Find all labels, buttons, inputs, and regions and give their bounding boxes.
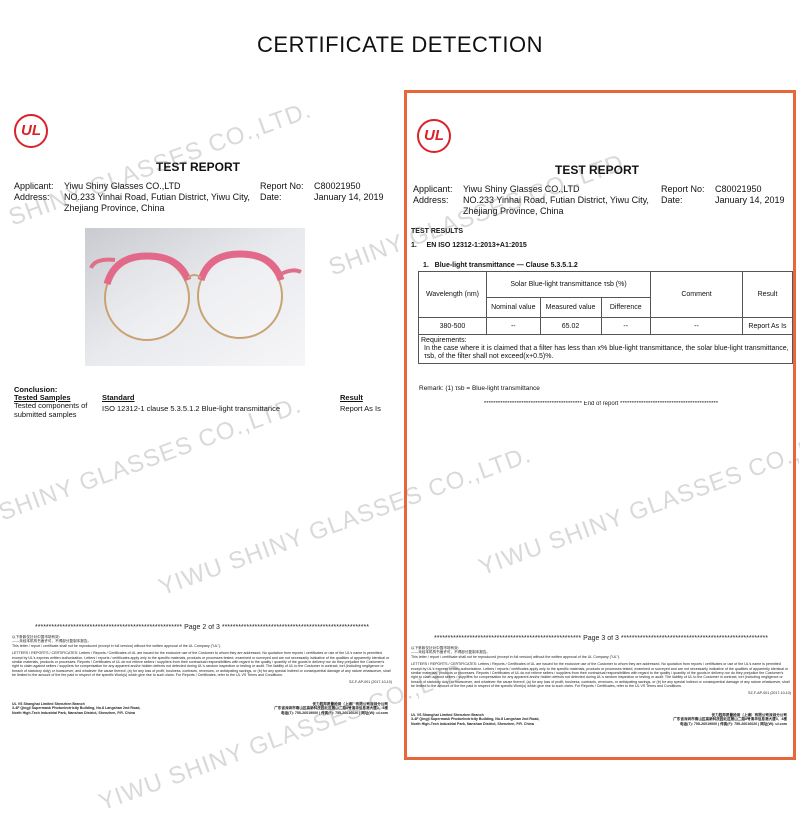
applicant-value: Yiwu Shiny Glasses CO.,LTD <box>64 181 181 191</box>
report-page-2: UL TEST REPORT Applicant: Address: Yiwu S… <box>8 90 398 760</box>
footer-address: UL VS Shanghai Limited Shenzhen Branch 3-… <box>411 713 540 726</box>
glasses-photo <box>85 228 305 366</box>
date-value: January 14, 2019 <box>715 195 785 205</box>
page-number: Page 2 of 3 <box>184 624 220 631</box>
requirements: Requirements: In the case where it is cla… <box>418 334 793 364</box>
report-no-label: Report No: <box>661 184 705 194</box>
report-no-value: C80021950 <box>715 184 762 194</box>
page-number: Page 3 of 3 <box>583 635 619 642</box>
test-results-label: TEST RESULTS <box>411 228 463 235</box>
footer-legal: 以下条款仅针对中国市场有效： ——未经本机构书面许可，不得部分复制本报告。 Th… <box>12 635 392 684</box>
ul-logo: UL <box>417 119 451 153</box>
table-row: 380-500 -- 65.02 -- -- Report As Is <box>418 317 793 335</box>
section-heading: 1. EN ISO 12312-1:2013+A1:2015 <box>411 242 527 249</box>
th-nominal: Nominal value <box>486 297 541 318</box>
col-tested-samples: Tested Samples <box>14 393 71 402</box>
report-title: TEST REPORT <box>555 163 640 177</box>
th-difference: Difference <box>600 297 652 318</box>
date-label: Date: <box>661 195 683 205</box>
subsection-heading: 1. Blue-light transmittance — Clause 5.3… <box>423 262 578 269</box>
address-label: Address: <box>14 192 50 202</box>
page-heading: CERTIFICATE DETECTION <box>257 32 543 57</box>
ul-logo: UL <box>14 114 48 148</box>
footer-legal: 以下条款仅针对中国市场有效： ——未经本机构书面许可，不得部分复制本报告。 Th… <box>411 646 791 695</box>
date-label: Date: <box>260 192 282 202</box>
report-page-3: UL TEST REPORT Applicant: Address: Yiwu S… <box>404 90 796 760</box>
address-label: Address: <box>413 195 449 205</box>
address-line1: NO.233 Yinhai Road, Futian District, Yiw… <box>463 195 649 205</box>
standard-value: ISO 12312-1 clause 5.3.5.1.2 Blue-light … <box>102 404 281 413</box>
th-comment: Comment <box>650 271 743 318</box>
applicant-label: Applicant: <box>413 184 453 194</box>
footer-address: UL VS Shanghai Limited Shenzhen Branch 3-… <box>12 702 141 715</box>
footer-address-cn: 优力胜邦质量检测（上海）有限公司深圳分公司 广东省深圳市南山区高新科技园北区朗山二… <box>274 702 388 715</box>
th-result: Result <box>742 271 793 318</box>
th-wavelength: Wavelength (nm) <box>418 271 487 318</box>
tested-sample-value: Tested components of submitted samples <box>14 401 88 419</box>
report-title: TEST REPORT <box>156 160 241 174</box>
applicant-label: Applicant: <box>14 181 54 191</box>
address-line1: NO.233 Yinhai Road, Futian District, Yiw… <box>64 192 250 202</box>
th-solar: Solar Blue-light transmittance τsb (%) <box>486 271 651 298</box>
end-of-report: End of report <box>583 401 619 407</box>
applicant-value: Yiwu Shiny Glasses CO.,LTD <box>463 184 580 194</box>
conclusion-label: Conclusion: <box>14 385 58 394</box>
col-result: Result <box>340 393 363 402</box>
date-value: January 14, 2019 <box>314 192 384 202</box>
results-table: Wavelength (nm) Solar Blue-light transmit… <box>418 271 793 364</box>
col-standard: Standard <box>102 393 135 402</box>
report-no-label: Report No: <box>260 181 304 191</box>
remark: Remark: (1) τsb = Blue-light transmittan… <box>419 385 540 392</box>
result-value: Report As Is <box>340 404 381 413</box>
address-line2: Zhejiang Province, China <box>64 203 165 213</box>
address-line2: Zhejiang Province, China <box>463 206 564 216</box>
th-measured: Measured value <box>539 297 602 318</box>
report-no-value: C80021950 <box>314 181 361 191</box>
footer-address-cn: 优力胜邦质量检测（上海）有限公司深圳分公司 广东省深圳市南山区高新科技园北区朗山二… <box>673 713 787 726</box>
